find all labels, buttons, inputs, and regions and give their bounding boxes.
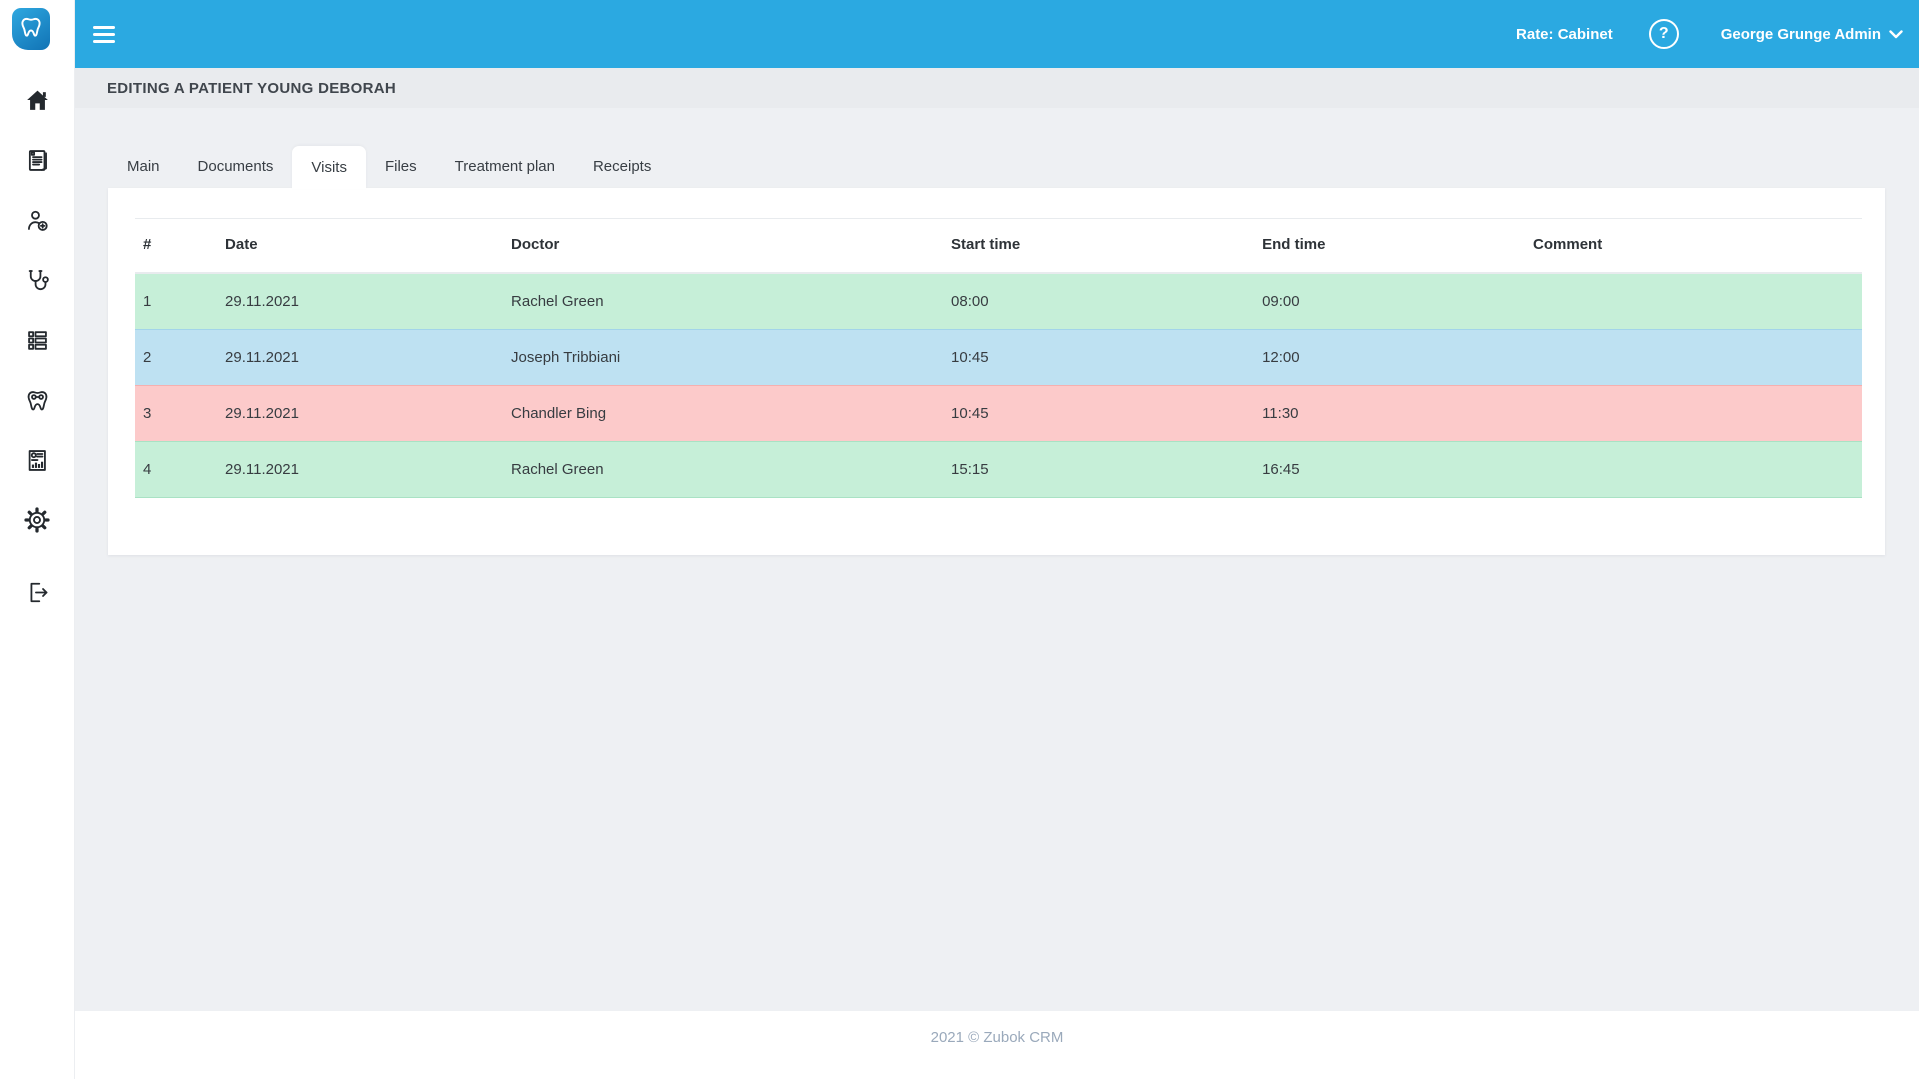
tab-main[interactable]: Main: [127, 158, 160, 175]
list-icon: [24, 327, 51, 354]
cell-date: 29.11.2021: [217, 385, 504, 442]
cell-num: 3: [135, 385, 218, 442]
rate-label: Rate: Cabinet: [1516, 25, 1613, 43]
table-row[interactable]: 4 29.11.2021 Rachel Green 15:15 16:45: [135, 441, 1862, 498]
sidebar-item-doctors[interactable]: [0, 250, 74, 310]
question-mark-icon: ?: [1658, 25, 1669, 42]
visits-panel: # Date Doctor Start time End time Comment 1 2…: [108, 188, 1885, 555]
cell-doctor: Rachel Green: [503, 441, 944, 498]
hamburger-menu-button[interactable]: [93, 22, 115, 47]
cell-start-time: 15:15: [943, 441, 1255, 498]
sidebar-item-reports[interactable]: [0, 430, 74, 490]
chevron-down-icon: [1881, 29, 1903, 39]
table-row[interactable]: 3 29.11.2021 Chandler Bing 10:45 11:30: [135, 385, 1862, 442]
sidebar-item-home[interactable]: [0, 70, 74, 130]
patient-add-icon: [24, 207, 51, 234]
column-header-date: Date: [217, 218, 504, 274]
column-header-num: #: [135, 218, 218, 274]
cell-end-time: 09:00: [1254, 272, 1526, 330]
cell-num: 4: [135, 441, 218, 498]
user-name: George Grunge Admin: [1720, 25, 1881, 43]
cell-doctor: Chandler Bing: [503, 385, 944, 442]
sidebar-nav: [0, 70, 74, 622]
visits-table: # Date Doctor Start time End time Comment 1 2…: [135, 218, 1862, 498]
sidebar-item-dental[interactable]: [0, 370, 74, 430]
column-header-comment: Comment: [1525, 218, 1862, 274]
sidebar: [0, 0, 75, 1079]
journal-icon: [24, 147, 51, 174]
footer-copyright: 2021 © Zubok CRM: [930, 1029, 1064, 1046]
cell-date: 29.11.2021: [217, 441, 504, 498]
sidebar-item-services[interactable]: [0, 310, 74, 370]
topbar: Rate: Cabinet ? George Grunge Admin: [75, 0, 1919, 68]
table-row[interactable]: 2 29.11.2021 Joseph Tribbiani 10:45 12:0…: [135, 329, 1862, 386]
stethoscope-icon: [24, 267, 51, 294]
cell-num: 1: [135, 272, 218, 330]
cell-date: 29.11.2021: [217, 329, 504, 386]
cell-end-time: 11:30: [1254, 385, 1526, 442]
visits-table-header-row: # Date Doctor Start time End time Comment: [135, 218, 1862, 274]
settings-gear-icon: [23, 506, 51, 534]
cell-comment: [1525, 272, 1862, 330]
sidebar-item-settings[interactable]: [0, 490, 74, 550]
sidebar-item-logout[interactable]: [0, 562, 74, 622]
main-content: EDITING A PATIENT YOUNG DEBORAH Main Docu…: [75, 68, 1919, 1011]
home-icon: [24, 87, 51, 114]
help-button[interactable]: ?: [1648, 19, 1679, 49]
cell-num: 2: [135, 329, 218, 386]
tooth-logo-icon: [18, 14, 44, 45]
table-row[interactable]: 1 29.11.2021 Rachel Green 08:00 09:00: [135, 272, 1862, 330]
column-header-start-time: Start time: [943, 218, 1255, 274]
sidebar-item-patients[interactable]: [0, 190, 74, 250]
cell-comment: [1525, 385, 1862, 442]
sidebar-item-journal[interactable]: [0, 130, 74, 190]
cell-doctor: Joseph Tribbiani: [503, 329, 944, 386]
cell-comment: [1525, 441, 1862, 498]
cell-date: 29.11.2021: [217, 272, 504, 330]
tab-files[interactable]: Files: [384, 158, 417, 175]
report-icon: [24, 447, 51, 474]
user-menu-dropdown[interactable]: George Grunge Admin: [1721, 26, 1903, 43]
hamburger-icon: [93, 25, 115, 29]
cell-start-time: 10:45: [943, 329, 1255, 386]
tab-bar: Main Documents Visits Files Treatment plan Re…: [108, 145, 1885, 189]
cell-start-time: 08:00: [943, 272, 1255, 330]
tab-documents[interactable]: Documents: [197, 158, 274, 175]
tooth-icon: [24, 387, 51, 414]
page-heading-band: EDITING A PATIENT YOUNG DEBORAH: [75, 68, 1919, 108]
column-header-end-time: End time: [1254, 218, 1526, 274]
cell-end-time: 12:00: [1254, 329, 1526, 386]
column-header-doctor: Doctor: [503, 218, 944, 274]
cell-end-time: 16:45: [1254, 441, 1526, 498]
cell-comment: [1525, 329, 1862, 386]
tab-receipts[interactable]: Receipts: [592, 158, 652, 175]
cell-start-time: 10:45: [943, 385, 1255, 442]
cell-doctor: Rachel Green: [503, 272, 944, 330]
tab-treatment-plan[interactable]: Treatment plan: [454, 158, 555, 175]
logout-icon: [24, 579, 51, 606]
app-logo[interactable]: [12, 8, 50, 50]
tab-visits[interactable]: Visits: [292, 146, 366, 189]
footer: 2021 © Zubok CRM: [75, 1011, 1919, 1079]
visits-table-body: 1 29.11.2021 Rachel Green 08:00 09:00 2 …: [135, 272, 1862, 498]
page-title: EDITING A PATIENT YOUNG DEBORAH: [107, 79, 397, 97]
